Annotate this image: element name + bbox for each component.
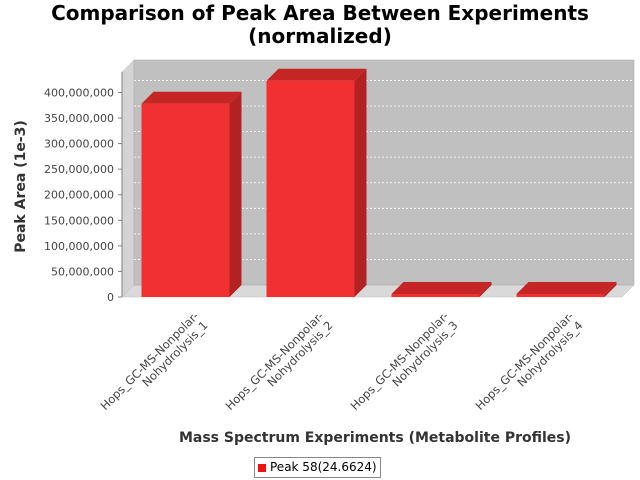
x-tick-label-1: Hops_GC-MS-Nonpolar-Nohydrolysis_1 [98, 309, 211, 413]
chart-title-line1: Comparison of Peak Area Between Experime… [51, 1, 589, 25]
y-tick-label-7: 350,000,000 [44, 112, 114, 125]
legend-label: Peak 58(24.6624) [270, 460, 377, 474]
bar-front-3 [391, 294, 480, 297]
bar-top-4 [516, 282, 617, 294]
bar-front-4 [516, 294, 605, 297]
x-axis-label: Mass Spectrum Experiments (Metabolite Pr… [178, 430, 572, 446]
bar-side-1 [229, 91, 242, 297]
y-tick-label-6: 300,000,000 [44, 138, 114, 151]
chart-title: Comparison of Peak Area Between Experime… [0, 2, 640, 48]
bar-top-2 [266, 68, 367, 81]
y-tick-label-8: 400,000,000 [44, 86, 114, 99]
legend-swatch [258, 463, 266, 472]
x-tick-label-3-line-1: Hops_GC-MS-Nonpolar- [348, 309, 452, 413]
bar-side-4 [604, 282, 617, 297]
bar-front-1 [141, 103, 230, 297]
bar-2 [266, 68, 367, 298]
x-tick-label-3: Hops_GC-MS-Nonpolar-Nohydrolysis_3 [348, 309, 461, 413]
legend: Peak 58(24.6624) [254, 457, 381, 478]
bar-1 [141, 91, 242, 297]
y-tick-label-1: 50,000,000 [51, 265, 114, 278]
y-axis-label: Peak Area (1e-3) [13, 120, 29, 253]
bar-side-3 [479, 282, 492, 297]
x-tick-label-4-line-1: Hops_GC-MS-Nonpolar- [473, 309, 577, 413]
x-tick-label-2-line-1: Hops_GC-MS-Nonpolar- [223, 309, 327, 413]
y-tick-label-3: 150,000,000 [44, 214, 114, 227]
x-tick-label-1-line-1: Hops_GC-MS-Nonpolar- [98, 309, 202, 413]
bar-4 [516, 282, 617, 297]
bar-top-1 [141, 91, 242, 104]
y-tick-label-5: 250,000,000 [44, 163, 114, 176]
x-tick-label-2: Hops_GC-MS-Nonpolar-Nohydrolysis_2 [223, 309, 336, 413]
bar-3 [391, 282, 492, 297]
x-tick-label-4: Hops_GC-MS-Nonpolar-Nohydrolysis_4 [473, 309, 586, 413]
chart-title-line2: (normalized) [248, 24, 392, 48]
bar-front-2 [266, 80, 355, 298]
bar-side-2 [354, 68, 367, 298]
y-tick-label-0: 0 [107, 291, 114, 304]
plot-side-wall [121, 59, 135, 298]
y-tick-label-4: 200,000,000 [44, 189, 114, 202]
y-tick-label-2: 100,000,000 [44, 240, 114, 253]
bar-top-3 [391, 282, 492, 294]
